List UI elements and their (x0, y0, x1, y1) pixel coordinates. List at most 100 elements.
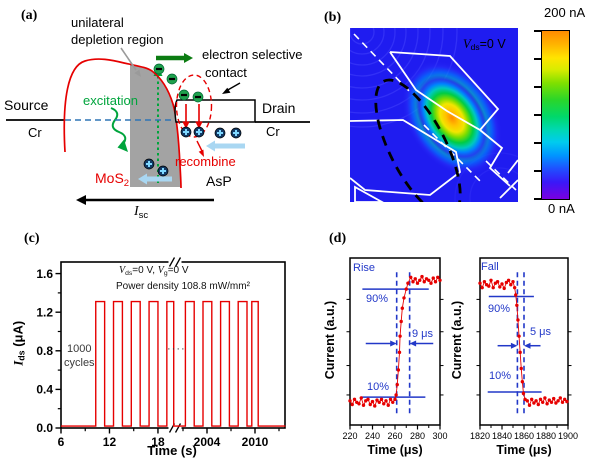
c-xaxis-title: Time (s) (147, 443, 197, 458)
cycles-word-label: cycles (64, 357, 95, 369)
mos2-band-curve (63, 58, 182, 189)
ripple-rings (350, 28, 518, 202)
source-label: Source (4, 97, 49, 113)
data-point (516, 318, 520, 322)
data-point (436, 275, 440, 280)
fall-corner-label: Fall (481, 261, 499, 273)
data-point (368, 402, 372, 407)
data-point (534, 399, 538, 403)
data-point (565, 399, 569, 404)
data-point (402, 296, 406, 300)
data-point (482, 280, 487, 284)
data-point (552, 396, 556, 401)
vg-sub: g (163, 269, 168, 277)
electron-icon (178, 89, 190, 101)
mos2-main: MoS (95, 170, 124, 186)
fall-edge-plot: 1820 1840 1860 1880 1900 (470, 257, 578, 441)
colorbar-tick (534, 58, 542, 60)
recombine-arrow-2-head (195, 121, 203, 129)
cond-mid: =0 V, (132, 265, 158, 276)
data-point (525, 399, 529, 403)
fall-10pct-label: 10% (489, 370, 512, 382)
data-point (514, 293, 518, 297)
asp-label: AsP (206, 173, 232, 189)
data-point (406, 281, 410, 285)
axis-break-slash (174, 257, 182, 267)
colorbar (534, 30, 570, 200)
annotation-arrow-head (409, 340, 417, 347)
data-point (547, 398, 551, 402)
data-point (373, 404, 377, 408)
data-point (420, 274, 424, 279)
electrode-outlines (350, 51, 518, 202)
depletion-pointer-head (134, 69, 141, 77)
tick-label: 6 (58, 435, 65, 449)
data-point (377, 400, 381, 404)
data-point (370, 399, 375, 404)
fall-yaxis-title: Current (a.u.) (450, 300, 464, 380)
axis-break-slash (174, 423, 182, 433)
recombine-label: recombine (175, 154, 236, 169)
data-point (429, 281, 433, 285)
data-point (478, 281, 482, 285)
data-point (491, 285, 495, 290)
data-point (517, 334, 521, 338)
data-point (438, 278, 442, 282)
data-point (386, 403, 390, 407)
data-point (502, 286, 506, 291)
tick-label: 0.4 (36, 383, 53, 397)
tick-label: 240 (365, 431, 380, 441)
bias-conditions-label: Vds=0 V, Vg=0 V (119, 265, 189, 277)
tick-label: 0.8 (36, 344, 53, 358)
data-point (352, 397, 357, 402)
data-point (509, 283, 513, 287)
recombine-pointer-line (196, 140, 203, 152)
data-point (350, 402, 354, 407)
tick-label: 280 (410, 431, 425, 441)
data-point (395, 382, 399, 387)
data-point (404, 287, 408, 291)
electron-icon (153, 63, 165, 75)
data-point (554, 401, 558, 405)
mos2-sub: 2 (123, 177, 130, 189)
data-point (520, 380, 525, 384)
hole-flow-arrow-right-head (206, 140, 215, 152)
mos2-label: MoS2 (95, 170, 130, 189)
vds-v: V (119, 265, 126, 276)
data-point (480, 285, 484, 290)
tick-label: 1900 (558, 431, 578, 441)
cycles-count-label: 1000 (67, 343, 92, 355)
rise-time-label: 9 μs (412, 328, 434, 340)
vds-condition-label: Vds=0 V (463, 37, 506, 52)
data-point (563, 397, 567, 402)
ids-sub: ds (17, 350, 28, 361)
cycles-plot: 0.0 0.4 0.8 1.2 1.6 6 12 18 2004 2010 (36, 257, 286, 449)
rise-10pct-label: 10% (367, 381, 390, 393)
asp-contact-band (174, 99, 256, 123)
vds-sub: ds (125, 269, 133, 277)
data-point (538, 397, 543, 402)
data-point (515, 303, 519, 307)
junction-dashed-ellipse (374, 78, 462, 202)
data-point (415, 281, 420, 285)
tick-label: 1.6 (36, 267, 53, 281)
rise-edge-plot: 220 240 260 280 300 (342, 257, 448, 441)
data-point (359, 396, 363, 400)
panel-d-label: (d) (329, 231, 347, 246)
fall-xaxis-title: Time (μs) (496, 443, 552, 457)
ids-unit: (μA) (10, 320, 26, 351)
data-point (530, 397, 534, 402)
isc-main: I (134, 204, 139, 219)
data-point (549, 400, 554, 404)
data-point (418, 278, 422, 282)
excitation-label: excitation (83, 93, 138, 108)
data-point (511, 280, 515, 284)
data-point (536, 402, 540, 407)
photocurrent-map (350, 28, 518, 202)
depletion-pointer-line (120, 47, 137, 71)
isc-arrow-head (76, 195, 86, 205)
tick-label: 0.0 (36, 421, 53, 435)
hole-icon (180, 126, 192, 138)
contact-label-line1: electron selective (202, 47, 303, 62)
